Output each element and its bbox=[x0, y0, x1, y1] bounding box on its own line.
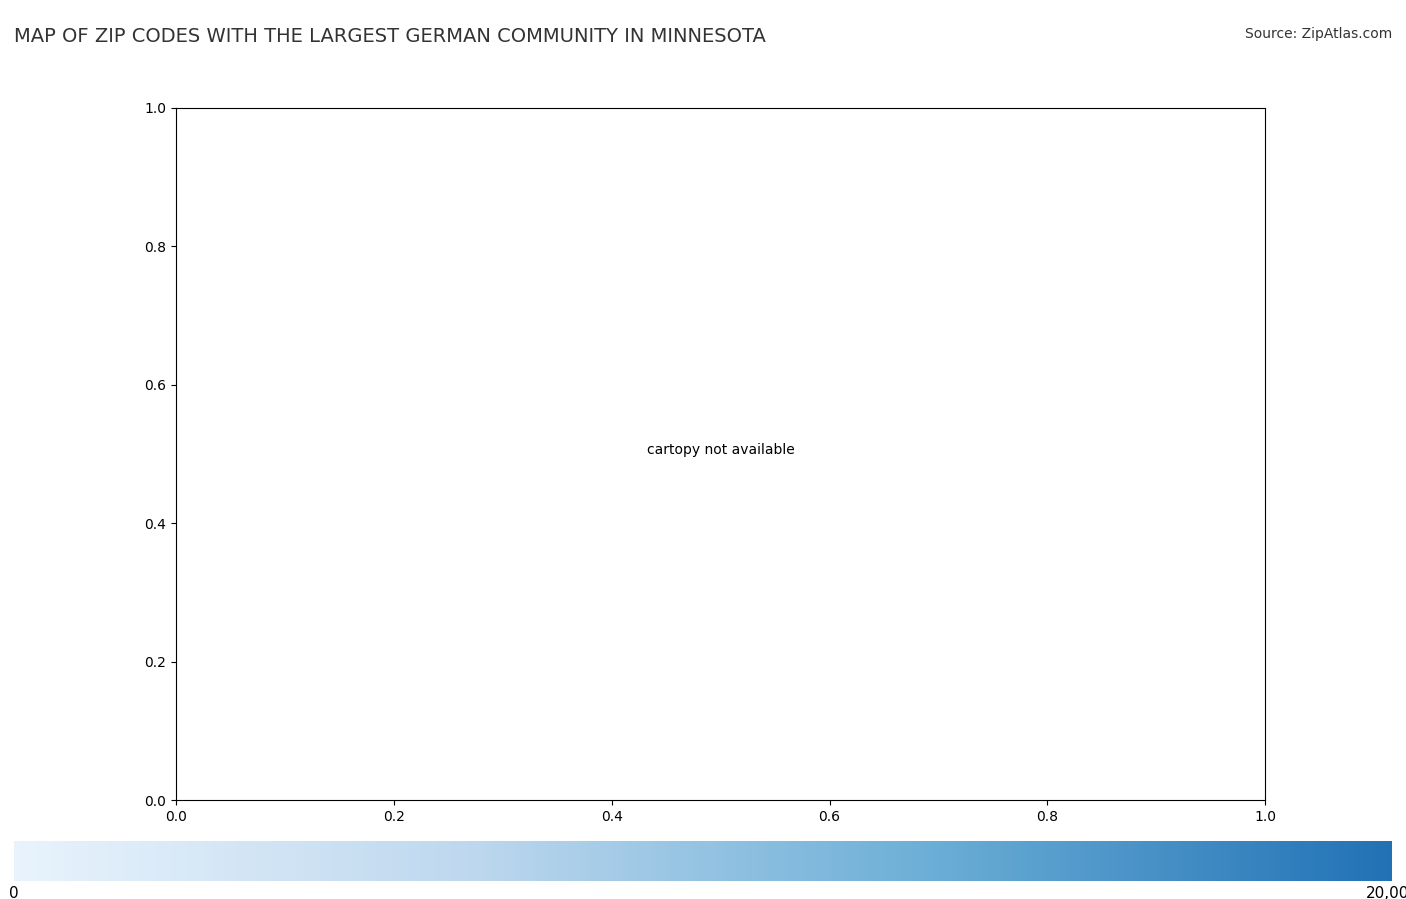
Text: MAP OF ZIP CODES WITH THE LARGEST GERMAN COMMUNITY IN MINNESOTA: MAP OF ZIP CODES WITH THE LARGEST GERMAN… bbox=[14, 27, 766, 46]
Text: cartopy not available: cartopy not available bbox=[647, 443, 794, 457]
Text: Source: ZipAtlas.com: Source: ZipAtlas.com bbox=[1244, 27, 1392, 41]
